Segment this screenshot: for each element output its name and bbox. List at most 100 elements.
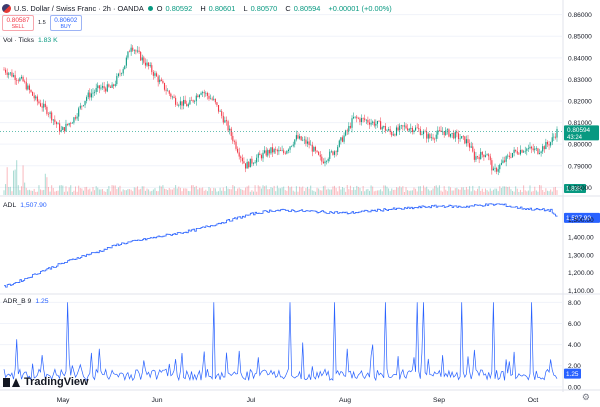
volume-bar — [349, 185, 351, 195]
volume-bar — [543, 191, 545, 195]
volume-bar — [14, 169, 16, 195]
volume-bar — [17, 185, 19, 195]
candle-body — [488, 154, 490, 157]
volume-bar — [124, 190, 126, 195]
volume-bar — [386, 186, 388, 195]
candle-body — [68, 123, 70, 125]
candle-body — [442, 131, 444, 133]
adr-tick-label: 8.00 — [568, 300, 581, 307]
volume-bar — [227, 188, 229, 195]
candle-body — [338, 140, 340, 147]
candle-body — [79, 105, 81, 109]
candle-body — [195, 95, 197, 102]
adr-legend[interactable]: ADR_B 9 1.25 — [3, 298, 49, 305]
ohlc-low: L 0.80570 — [243, 4, 278, 13]
volume-bar — [334, 185, 336, 195]
price-tick-label: 0.80000 — [568, 142, 592, 149]
candle-body — [341, 137, 344, 142]
volume-bar — [38, 185, 40, 195]
volume-bar — [233, 186, 235, 195]
volume-bar — [256, 191, 258, 195]
candle-body — [550, 142, 552, 146]
candle-body — [515, 149, 517, 152]
price-tick-label: 0.86000 — [568, 12, 592, 19]
volume-bar — [224, 191, 226, 195]
adl-badge-label: 1,507.90 — [566, 215, 591, 222]
candle-body — [211, 98, 213, 100]
volume-bar — [154, 188, 156, 195]
volume-bar — [475, 191, 477, 195]
volume-bar — [89, 188, 91, 195]
volume-bar — [129, 189, 131, 195]
adl-tick-label: 1,400.00 — [568, 235, 594, 242]
price-tick-label: 0.79000 — [568, 163, 592, 170]
candle-body — [156, 73, 158, 77]
volume-bar — [181, 191, 183, 195]
candle-body — [376, 120, 378, 124]
settings-gear-icon[interactable]: ⚙ — [581, 392, 590, 402]
candle-body — [262, 152, 264, 159]
volume-bar — [553, 187, 555, 195]
volume-bar — [494, 188, 496, 195]
candle-body — [335, 151, 337, 153]
symbol-title[interactable]: U.S. Dollar / Swiss Franc · 2h · OANDA — [14, 4, 144, 13]
volume-bar — [537, 191, 539, 195]
volume-bar — [434, 186, 436, 195]
volume-bar — [500, 187, 502, 195]
volume-bar — [232, 185, 234, 195]
symbol-header[interactable]: U.S. Dollar / Swiss Franc · 2h · OANDA O… — [2, 2, 395, 15]
volume-legend[interactable]: Vol · Ticks 1.83 K — [3, 37, 58, 44]
adl-legend[interactable]: ADL 1,507.90 — [3, 202, 47, 209]
volume-bar — [105, 191, 107, 195]
candle-body — [519, 149, 522, 155]
candle-body — [303, 139, 305, 141]
candle-body — [327, 158, 329, 162]
candle-body — [146, 62, 148, 66]
volume-bar — [121, 191, 123, 195]
volume-bar — [243, 190, 245, 195]
candle-body — [260, 155, 262, 159]
candle-body — [203, 92, 205, 94]
candle-body — [217, 104, 220, 112]
price-tick-label: 0.84000 — [568, 55, 592, 62]
candle-body — [270, 147, 272, 154]
candle-body — [499, 164, 501, 170]
candle-body — [467, 139, 469, 144]
candle-body — [443, 131, 445, 135]
candle-body — [545, 141, 547, 150]
volume-bar — [407, 190, 409, 195]
volume-bar — [82, 190, 84, 195]
candle-body — [95, 88, 97, 92]
volume-bar — [454, 188, 456, 195]
volume-bar — [194, 187, 196, 195]
volume-bar — [251, 190, 253, 195]
candle-body — [326, 161, 328, 162]
volume-bar — [400, 187, 402, 195]
candle-body — [534, 148, 536, 151]
volume-bar — [55, 190, 57, 195]
candle-body — [356, 116, 358, 119]
volume-bar — [179, 187, 181, 195]
volume-bar — [341, 186, 343, 195]
volume-bar — [268, 189, 270, 195]
volume-bar — [249, 191, 251, 195]
candle-body — [17, 80, 19, 82]
volume-bar — [453, 190, 455, 195]
candle-body — [49, 112, 51, 114]
candle-body — [74, 117, 77, 119]
time-tick-label: Jul — [247, 397, 256, 404]
adr-badge — [564, 368, 581, 379]
volume-bar — [68, 187, 70, 195]
volume-bar — [554, 186, 556, 195]
buy-button[interactable]: 0.80602 BUY — [49, 15, 82, 31]
sell-button[interactable]: 0.80587 SELL — [2, 15, 34, 31]
candle-body — [148, 62, 150, 67]
candle-body — [475, 156, 477, 160]
candle-body — [469, 143, 471, 148]
candle-body — [343, 135, 345, 142]
candle-body — [394, 134, 396, 136]
volume-bar — [62, 185, 64, 195]
volume-bar — [284, 190, 286, 195]
volume-bar — [356, 185, 358, 195]
